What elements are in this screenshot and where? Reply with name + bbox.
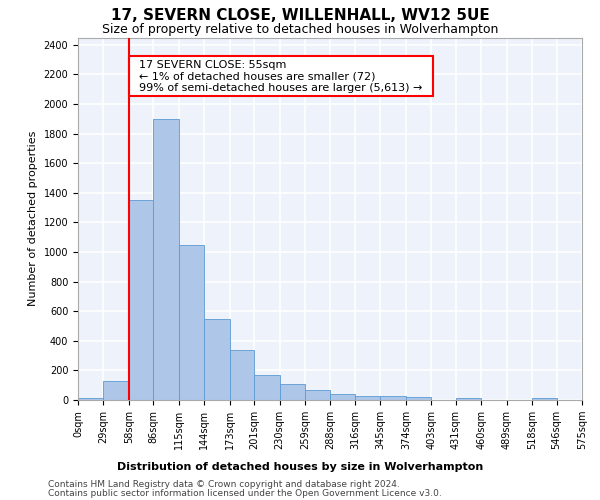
- Bar: [204, 320, 230, 400]
- Bar: [331, 394, 355, 400]
- Bar: [532, 398, 557, 400]
- Bar: [230, 350, 254, 400]
- Text: Distribution of detached houses by size in Wolverhampton: Distribution of detached houses by size …: [117, 462, 483, 472]
- Y-axis label: Number of detached properties: Number of detached properties: [28, 131, 38, 306]
- Bar: [380, 396, 406, 400]
- Bar: [179, 244, 204, 400]
- Bar: [305, 390, 331, 400]
- Bar: [406, 397, 431, 400]
- Bar: [254, 375, 280, 400]
- Bar: [103, 381, 129, 400]
- Text: Contains HM Land Registry data © Crown copyright and database right 2024.: Contains HM Land Registry data © Crown c…: [48, 480, 400, 489]
- Text: 17, SEVERN CLOSE, WILLENHALL, WV12 5UE: 17, SEVERN CLOSE, WILLENHALL, WV12 5UE: [110, 8, 490, 22]
- Bar: [280, 384, 305, 400]
- Bar: [355, 396, 380, 400]
- Text: Size of property relative to detached houses in Wolverhampton: Size of property relative to detached ho…: [102, 22, 498, 36]
- Bar: [129, 200, 154, 400]
- Bar: [78, 398, 103, 400]
- Text: 17 SEVERN CLOSE: 55sqm
  ← 1% of detached houses are smaller (72)
  99% of semi-: 17 SEVERN CLOSE: 55sqm ← 1% of detached …: [133, 60, 430, 93]
- Bar: [154, 119, 179, 400]
- Bar: [456, 398, 481, 400]
- Text: Contains public sector information licensed under the Open Government Licence v3: Contains public sector information licen…: [48, 488, 442, 498]
